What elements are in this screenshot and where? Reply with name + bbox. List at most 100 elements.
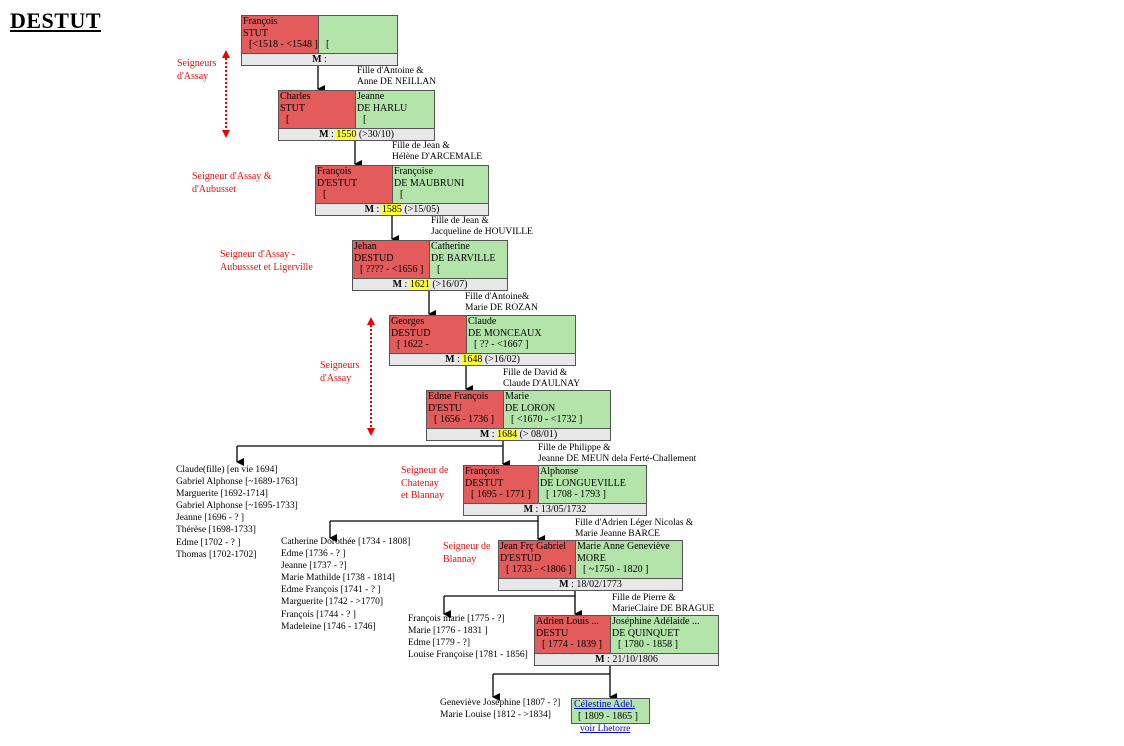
couple-box: François D'ESTUT[Françoise DE MAUBRUNI[M :… <box>315 165 489 216</box>
wife-parents-note: Fille d'Antoine & Anne DE NEILLAN <box>357 66 436 88</box>
sibling: François [1744 - ? ] <box>281 609 356 620</box>
wife-dates: [ <box>326 39 330 50</box>
note-line: Fille de Jean & <box>392 141 450 151</box>
wife-cell: Joséphine Adélaide ... DE QUINQUET[ 1780 … <box>611 616 718 653</box>
marriage-colon: : <box>324 54 327 65</box>
couple-row: François STUT [<1518 - <1548 ] [ <box>242 16 397 53</box>
seigneurie-label: Seigneurs d'Assay <box>320 360 359 385</box>
child-name-link[interactable]: Célestine Adel. <box>574 699 636 710</box>
husband-dates: [ 1774 - 1839 ] <box>542 639 602 650</box>
child-box: Célestine Adel.[ 1809 - 1865 ] <box>571 698 650 724</box>
wife-last-name: DE BARVILLE <box>431 252 496 264</box>
marriage-row: M : 1585 (>15/05) <box>316 203 488 215</box>
label-line: d'Aubusset <box>192 183 237 195</box>
label-line: Seigneurs <box>320 360 360 371</box>
couple-row: François DESTUT[ 1695 - 1771 ] Alphonse DE … <box>464 466 646 503</box>
note-line: Marie DE ROZAN <box>465 303 538 313</box>
label-line: Aubussset et Ligerville <box>220 261 313 273</box>
husband-first-name: Jean Frç Gabriel <box>500 541 567 552</box>
husband-last-name: DESTUD <box>391 327 431 339</box>
note-line: Fille de David & <box>503 368 568 378</box>
marriage-row: M : 1550 (>30/10) <box>279 128 434 140</box>
siblings-list: Geneviève Joséphine [1807 - ?] Marie Loui… <box>440 697 560 721</box>
marriage-label: M <box>479 429 490 440</box>
husband-dates: [ <box>323 189 327 200</box>
sibling: Catherine Dorothée [1734 - 1808] <box>281 537 411 547</box>
marriage-label: M <box>595 654 605 665</box>
marriage-row: M : 13/05/1732 <box>464 503 646 515</box>
wife-dates: [ ?? - <1667 ] <box>474 339 529 350</box>
husband-last-name: DESTU <box>536 627 569 639</box>
wife-last-name: DE QUINQUET <box>612 627 680 639</box>
husband-last-name: DESTUT <box>465 477 504 489</box>
couple-box: François DESTUT[ 1695 - 1771 ] Alphonse DE … <box>463 465 647 516</box>
husband-first-name: Jehan <box>354 241 377 252</box>
sibling: Thérèse [1698-1733] <box>176 525 256 536</box>
wife-dates: [ 1780 - 1858 ] <box>618 639 678 650</box>
sibling: Edme François [1741 - ? ] <box>281 585 381 596</box>
note-line: Fille d'Antoine & <box>357 66 424 76</box>
husband-last-name: DESTUD <box>354 252 394 264</box>
note-line: Claude D'AULNAY <box>503 379 581 389</box>
label-line: Seigneurs <box>177 58 217 69</box>
marriage-detail: (>15/05) <box>404 204 440 215</box>
marriage-colon: : <box>404 279 408 290</box>
sibling: Edme [1702 - ? ] <box>176 537 241 548</box>
wife-first-name: Jeanne <box>357 91 385 102</box>
sibling: Jeanne [1737 - ?] <box>281 561 347 572</box>
marriage-label: M <box>559 579 569 590</box>
siblings-list: Catherine Dorothée [1734 - 1808] Edme [17… <box>281 536 410 633</box>
wife-first-name: Marie <box>505 391 529 402</box>
couple-box: Charles STUT[Jeanne DE HARLU[M : 1550 (>30… <box>278 90 435 141</box>
marriage-detail: (>30/10) <box>358 129 394 140</box>
note-line: Hélène D'ARCEMALE <box>392 152 483 162</box>
husband-last-name: D'ESTUD <box>500 552 542 564</box>
couple-box: François STUT [<1518 - <1548 ] [M : <box>241 15 398 66</box>
note-line: Fille d'Adrien Léger Nicolas & <box>575 518 694 528</box>
husband-cell: Adrien Louis ... DESTU[ 1774 - 1839 ] <box>535 616 611 653</box>
wife-first-name: Françoise <box>394 166 433 177</box>
wife-dates: [ <1670 - <1732 ] <box>511 414 583 425</box>
marriage-detail: (>16/07) <box>432 279 468 290</box>
marriage-detail: 18/02/1773 <box>576 579 622 590</box>
husband-dates: [ 1733 - <1806 ] <box>506 564 572 575</box>
wife-parents-note: Fille de Philippe & Jeanne DE MEUN dela F… <box>538 443 696 465</box>
husband-first-name: Adrien Louis ... <box>536 616 600 627</box>
husband-cell: Georges DESTUD[ 1622 - <box>390 316 467 353</box>
seigneurie-label: Seigneur de Blannay <box>443 541 491 566</box>
wife-first-name: Claude <box>468 316 497 327</box>
sibling: Marie Louise [1812 - >1834] <box>440 710 551 721</box>
marriage-colon: : <box>607 654 610 665</box>
couple-box: Adrien Louis ... DESTU[ 1774 - 1839 ] José… <box>534 615 719 666</box>
husband-first-name: Edme François <box>428 391 489 402</box>
marriage-year: 1648 <box>462 354 483 365</box>
siblings-list: Claude(fille) [en vie 1694] Gabriel Alpho… <box>176 464 298 561</box>
wife-cell: Claude DE MONCEAUX[ ?? - <1667 ] <box>467 316 575 353</box>
wife-cell: Françoise DE MAUBRUNI[ <box>393 166 488 203</box>
couple-box: Jehan DESTUD[ ???? - <1656 ] Catherine DE B… <box>352 240 508 291</box>
husband-first-name: Charles <box>280 91 311 102</box>
husband-cell: Edme François D'ESTU[ 1656 - 1736 ] <box>427 391 504 428</box>
marriage-row: M : 1621 (>16/07) <box>353 278 507 290</box>
see-more-link[interactable]: voir Lhetorre <box>580 724 631 734</box>
husband-cell: François D'ESTUT[ <box>316 166 393 203</box>
wife-cell: Jeanne DE HARLU[ <box>356 91 434 128</box>
sibling: Gabriel Alphonse [~1695-1733] <box>176 501 298 512</box>
couple-row: Jehan DESTUD[ ???? - <1656 ] Catherine DE B… <box>353 241 507 278</box>
marriage-year: 1550 <box>336 129 357 140</box>
couple-row: Jean Frç Gabriel D'ESTUD[ 1733 - <1806 ] M… <box>499 541 682 578</box>
seigneurie-label: Seigneur d'Assay & d'Aubusset <box>192 171 272 196</box>
husband-first-name: François <box>465 466 500 477</box>
marriage-detail: (>16/02) <box>484 354 520 365</box>
note-line: Jeanne DE MEUN dela Ferté-Challement <box>538 454 697 464</box>
couple-box: Edme François D'ESTU[ 1656 - 1736 ] Marie D… <box>426 390 611 441</box>
label-line: Seigneur de <box>401 465 449 476</box>
wife-last-name: DE LONGUEVILLE <box>540 477 626 489</box>
husband-first-name: François <box>243 16 278 27</box>
label-line: Seigneur de <box>443 541 491 552</box>
sibling: Thomas [1702-1702] <box>176 549 257 560</box>
husband-first-name: Georges <box>391 316 425 327</box>
seigneurie-label: Seigneur d'Assay - Aubussset et Ligervill… <box>220 249 313 274</box>
